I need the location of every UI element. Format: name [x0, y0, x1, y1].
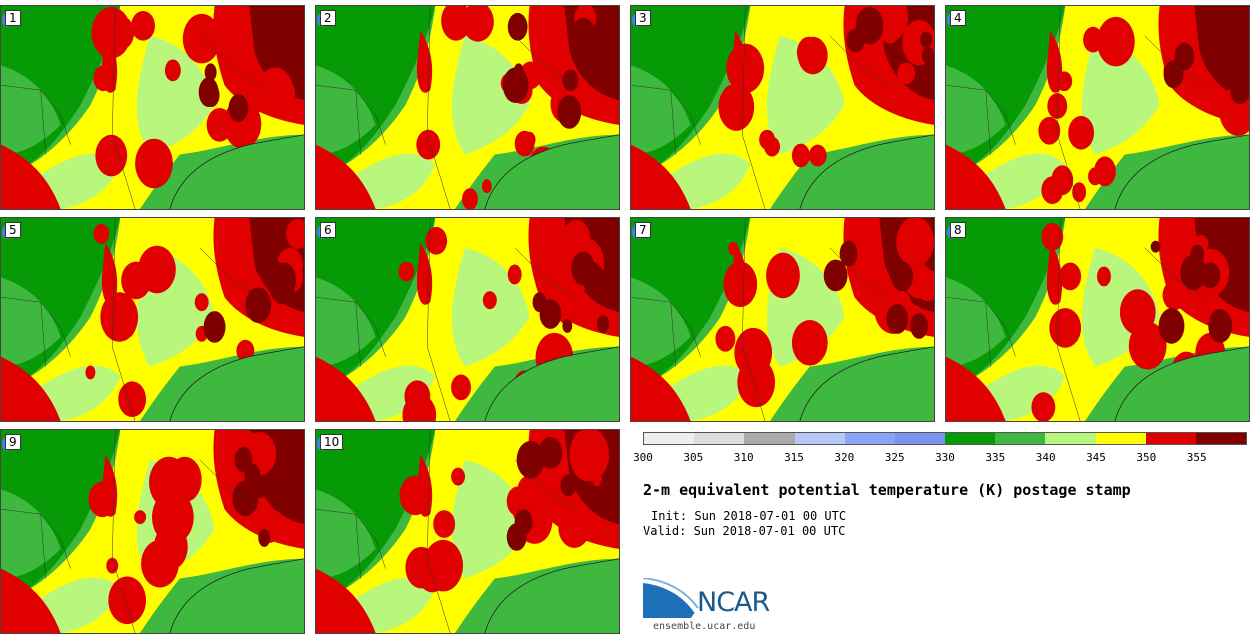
- colorbar-tick-label: 300: [633, 451, 653, 464]
- stamp-panel: 1: [0, 5, 305, 210]
- colorbar-segment: [1045, 433, 1096, 444]
- panel-number: 3: [635, 10, 651, 26]
- colorbar-tick-label: 305: [683, 451, 704, 464]
- colorbar-tick-label: 340: [1035, 451, 1056, 464]
- colorbar-segment: [694, 433, 745, 444]
- stamp-panel: 4: [945, 5, 1250, 210]
- panel-number: 4: [950, 10, 966, 26]
- stamp-panel: 3: [630, 5, 935, 210]
- colorbar-tick-label: 350: [1136, 451, 1157, 464]
- panel-number: 2: [320, 10, 336, 26]
- colorbar-tick-label: 330: [935, 451, 955, 464]
- ncar-logo-icon: [643, 578, 699, 618]
- init-time: Init: Sun 2018-07-01 00 UTC: [651, 509, 847, 523]
- colorbar: [643, 432, 1247, 445]
- stamp-panel: 2: [315, 5, 620, 210]
- colorbar-segment: [945, 433, 996, 444]
- colorbar-segment: [1195, 433, 1247, 444]
- colorbar-segment: [1145, 433, 1196, 444]
- stamp-panel: 8: [945, 217, 1250, 422]
- colorbar-segment: [744, 433, 795, 444]
- colorbar-tick-label: 320: [834, 451, 855, 464]
- stamp-panel: 6: [315, 217, 620, 422]
- panel-number: 10: [320, 434, 344, 450]
- ncar-logo-text: NCAR: [697, 587, 770, 618]
- colorbar-tick-label: 335: [985, 451, 1006, 464]
- colorbar-segment: [1095, 433, 1146, 444]
- stamp-panel: 10: [315, 429, 620, 634]
- panel-number: 7: [635, 222, 651, 238]
- colorbar-segment: [894, 433, 946, 444]
- panel-number: 5: [5, 222, 21, 238]
- stamp-panel: 9: [0, 429, 305, 634]
- colorbar-segment: [995, 433, 1046, 444]
- colorbar-segment: [644, 433, 695, 444]
- colorbar-segment: [794, 433, 845, 444]
- colorbar-tick-label: 315: [784, 451, 804, 464]
- colorbar-tick-label: 345: [1086, 451, 1106, 464]
- colorbar-segment: [844, 433, 895, 444]
- valid-time: Valid: Sun 2018-07-01 00 UTC: [643, 524, 846, 538]
- panel-number: 8: [950, 222, 966, 238]
- panel-number: 6: [320, 222, 336, 238]
- ensemble-url: ensemble.ucar.edu: [653, 621, 756, 632]
- colorbar-tick-label: 355: [1186, 451, 1207, 464]
- stamp-panel: 7: [630, 217, 935, 422]
- plot-title: 2-m equivalent potential temperature (K)…: [643, 481, 1131, 499]
- panel-number: 9: [5, 434, 21, 450]
- colorbar-tick-label: 310: [733, 451, 754, 464]
- stamp-panel: 5: [0, 217, 305, 422]
- colorbar-tick-label: 325: [884, 451, 905, 464]
- panel-number: 1: [5, 10, 21, 26]
